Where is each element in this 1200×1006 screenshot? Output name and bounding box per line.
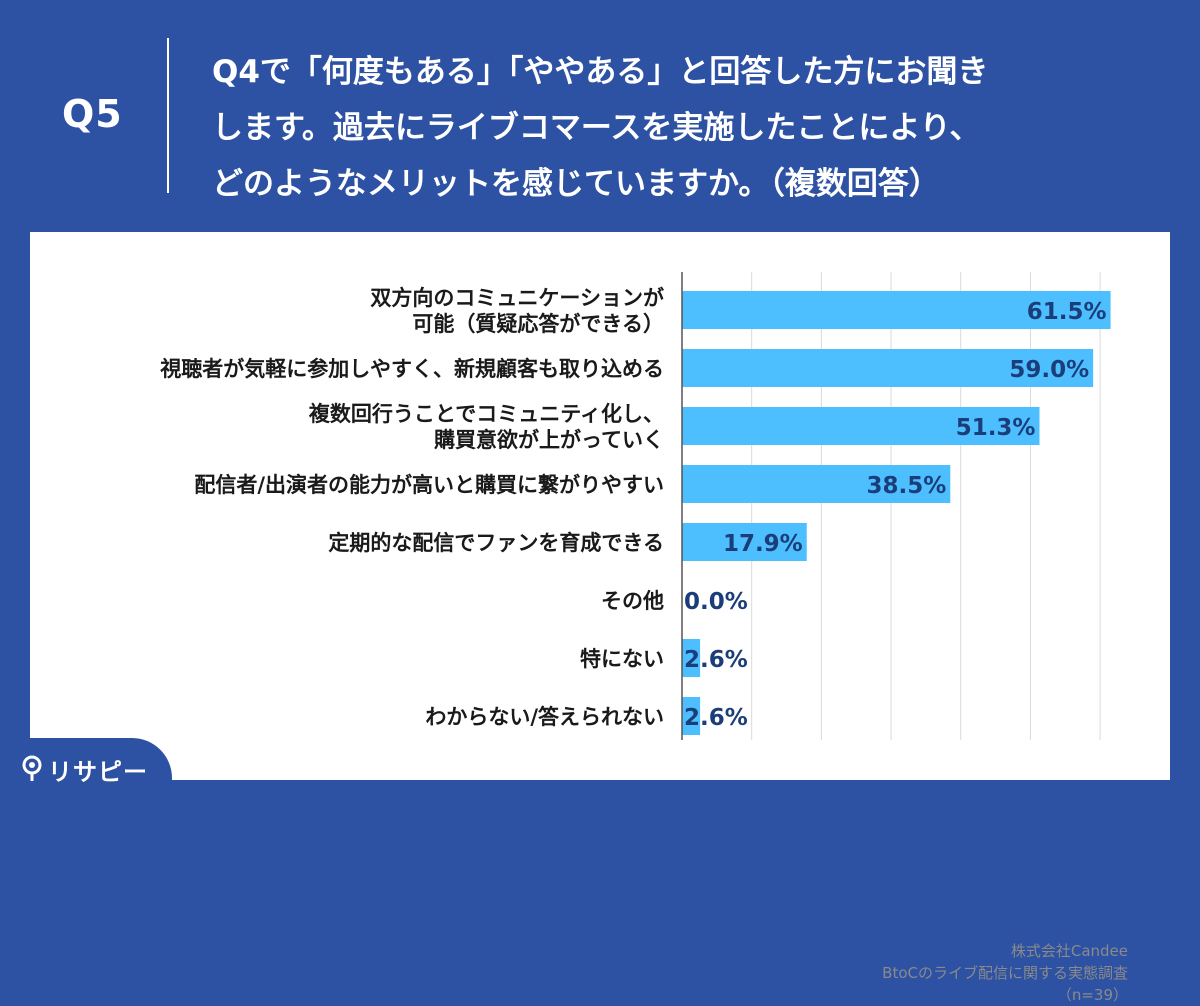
category-label: 定期的な配信でファンを育成できる (328, 531, 664, 555)
category-label: 配信者/出演者の能力が高いと購買に繋がりやすい (194, 473, 664, 497)
source-sample-size: （n=39） (1056, 986, 1128, 1004)
value-label: 0.0% (684, 589, 748, 615)
source-survey: BtoCのライブ配信に関する実態調査 (882, 964, 1128, 982)
brand-badge: リサピー (0, 738, 172, 800)
category-label: 双方向のコミュニケーションが可能（質疑応答ができる） (370, 286, 664, 336)
bar (682, 349, 1094, 387)
magnifier-icon (22, 755, 42, 781)
bar (682, 407, 1040, 445)
brand-name: リサピー (48, 758, 148, 786)
bar (682, 291, 1111, 329)
bar-chart: 双方向のコミュニケーションが可能（質疑応答ができる） 61.5% 視聴者が気軽に参加… (159, 272, 1111, 740)
bar (682, 639, 701, 677)
value-label: 2.6% (684, 705, 748, 731)
value-label: 17.9% (723, 531, 803, 557)
bar (682, 465, 951, 503)
value-label: 59.0% (1009, 357, 1089, 383)
bar (682, 523, 807, 561)
source-note: 株式会社Candee BtoCのライブ配信に関する実態調査 （n=39） (882, 940, 1128, 1006)
chart-panel: 双方向のコミュニケーションが可能（質疑応答ができる） 61.5% 視聴者が気軽に参加… (30, 232, 1170, 1004)
question-text: Q4で「何度もある」「ややある」と回答した方にお聞き します。過去にライブコマー… (212, 54, 989, 202)
question-number: Q5 (62, 92, 123, 136)
category-label: 特にない (580, 647, 664, 671)
source-company: 株式会社Candee (1010, 942, 1128, 960)
value-label: 61.5% (1027, 299, 1107, 325)
category-label: わからない/答えられない (425, 705, 664, 729)
header-divider (167, 38, 169, 193)
category-label: 視聴者が気軽に参加しやすく、新規顧客も取り込める (159, 357, 664, 381)
category-label: 複数回行うことでコミュニティ化し、購買意欲が上がっていく (308, 402, 664, 452)
value-label: 2.6% (684, 647, 748, 673)
bar (682, 697, 701, 735)
value-label: 38.5% (866, 473, 946, 499)
category-label: その他 (601, 589, 664, 613)
value-label: 51.3% (956, 415, 1036, 441)
question-header: Q5 Q4で「何度もある」「ややある」と回答した方にお聞き します。過去にライブ… (0, 0, 1200, 232)
